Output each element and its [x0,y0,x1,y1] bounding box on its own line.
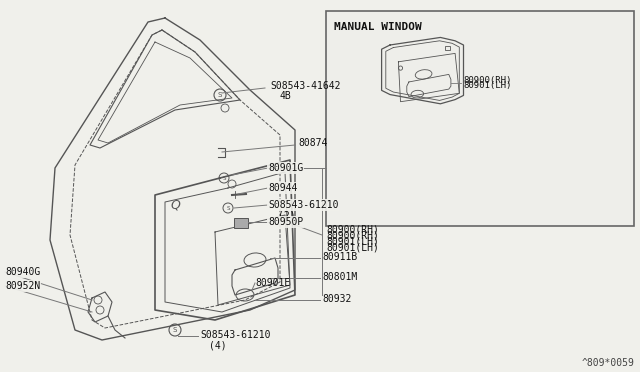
Text: 80900(RH): 80900(RH) [326,230,379,240]
Text: 80900(RH): 80900(RH) [463,76,512,85]
Text: S: S [173,327,177,333]
Text: 80901G: 80901G [268,163,303,173]
Text: 80950P: 80950P [268,217,303,227]
Text: 80900(RH): 80900(RH) [326,225,379,235]
Bar [326,11,634,226]
Text: ^809*0059: ^809*0059 [582,358,635,368]
Text: 80932: 80932 [322,294,351,304]
Text: 80901(LH): 80901(LH) [463,81,512,90]
Text: S: S [218,92,222,98]
Text: (2): (2) [278,210,296,220]
Text: (4): (4) [209,340,227,350]
Text: 80901(LH): 80901(LH) [326,237,379,247]
Bar [234,218,248,228]
Text: S08543-61210: S08543-61210 [268,200,339,210]
Bar [445,46,451,50]
Text: 80940G: 80940G [5,267,40,277]
Text: S: S [227,205,230,211]
Text: S08543-61210: S08543-61210 [200,330,271,340]
Text: 80874: 80874 [298,138,328,148]
Text: 4B: 4B [279,91,291,101]
Text: MANUAL WINDOW: MANUAL WINDOW [334,22,422,32]
Text: 80911B: 80911B [322,252,357,262]
Text: 80801M: 80801M [322,272,357,282]
Text: S: S [222,176,226,180]
Text: 80901E: 80901E [255,278,291,288]
Text: 80952N: 80952N [5,281,40,291]
Text: Q: Q [170,199,180,212]
Text: 80901(LH): 80901(LH) [326,242,379,252]
Text: 80944: 80944 [268,183,298,193]
Text: S08543-41642: S08543-41642 [270,81,340,91]
